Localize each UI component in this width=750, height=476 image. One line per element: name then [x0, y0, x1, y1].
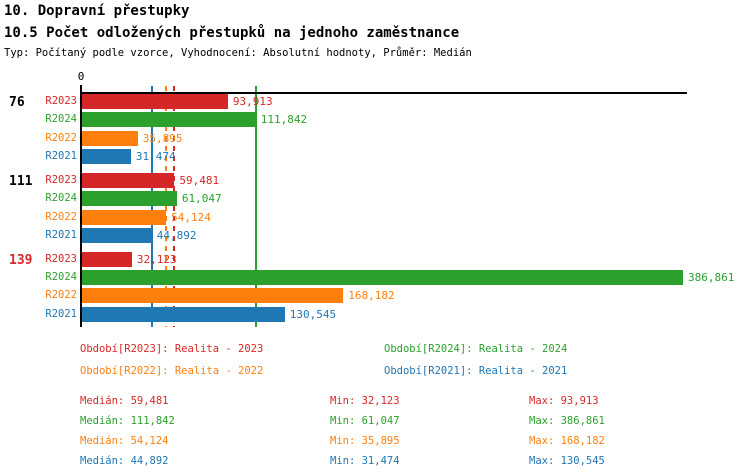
median-line-R2023 — [173, 86, 176, 327]
series-label-R2021: R2021 — [45, 149, 77, 162]
legend-item-R2022: Období[R2022]: Realita - 2022 — [80, 365, 264, 377]
bar-R2021 — [82, 306, 285, 322]
stat-max-R2024: Max: 386,861 — [529, 415, 605, 427]
bar-value-label: 93,913 — [232, 95, 273, 108]
median-line-R2022 — [165, 86, 168, 327]
series-label-R2022: R2022 — [45, 289, 77, 302]
bar-value-label: 59,481 — [179, 173, 220, 187]
series-label-R2023: R2023 — [45, 173, 77, 186]
stat-median-R2023: Medián: 59,481 — [80, 395, 169, 407]
bar-R2022 — [82, 209, 167, 225]
bar-value-label: 111,842 — [260, 113, 308, 127]
bar-value-label: 386,861 — [688, 271, 735, 285]
report-subtitle: 10.5 Počet odložených přestupků na jedno… — [4, 25, 460, 41]
group-label: 111 — [9, 173, 33, 189]
bar-value-label: 32,123 — [136, 252, 177, 266]
legend-item-R2024: Období[R2024]: Realita - 2024 — [384, 343, 568, 355]
legend-item-R2023: Období[R2023]: Realita - 2023 — [80, 343, 264, 355]
group-label: 76 — [9, 95, 25, 110]
bar-R2024 — [82, 270, 683, 286]
bar-value-label: 130,545 — [289, 307, 337, 321]
bar-R2023 — [82, 172, 175, 188]
report-title: 10. Dopravní přestupky — [4, 3, 190, 19]
bar-value-label: 44,892 — [156, 228, 197, 242]
report-meta: Typ: Počítaný podle vzorce, Vyhodnocení:… — [4, 47, 472, 59]
stat-max-R2023: Max: 93,913 — [529, 395, 599, 407]
stat-min-R2022: Min: 35,895 — [330, 435, 400, 447]
series-label-R2021: R2021 — [45, 228, 77, 241]
bar-R2021 — [82, 227, 152, 243]
bar-R2023 — [82, 94, 228, 109]
bar-R2021 — [82, 148, 131, 164]
stat-median-R2021: Medián: 44,892 — [80, 455, 169, 467]
stat-min-R2023: Min: 32,123 — [330, 395, 400, 407]
series-label-R2024: R2024 — [45, 271, 77, 284]
stat-max-R2022: Max: 168,182 — [529, 435, 605, 447]
group-label: 139 — [9, 252, 33, 268]
x-axis-line — [80, 92, 687, 94]
stat-min-R2021: Min: 31,474 — [330, 455, 400, 467]
bar-value-label: 31,474 — [135, 149, 176, 163]
series-label-R2022: R2022 — [45, 210, 77, 223]
stat-median-R2022: Medián: 54,124 — [80, 435, 169, 447]
bar-chart: 0 76 R2023 93,913 R2024 111,842 R2022 35,895 R20… — [9, 70, 735, 327]
stat-max-R2021: Max: 130,545 — [529, 455, 605, 467]
stat-median-R2024: Medián: 111,842 — [80, 415, 175, 427]
median-line-R2024 — [254, 86, 257, 327]
series-label-R2021: R2021 — [45, 307, 77, 320]
median-line-R2021 — [150, 86, 153, 327]
bar-R2022 — [82, 288, 344, 304]
bar-value-label: 168,182 — [348, 289, 395, 303]
series-label-R2023: R2023 — [45, 252, 77, 265]
bar-value-label: 61,047 — [181, 192, 222, 206]
bar-value-label: 54,124 — [171, 210, 211, 224]
series-label-R2022: R2022 — [45, 131, 77, 144]
bar-R2024 — [82, 191, 177, 207]
bar-R2023 — [82, 251, 132, 267]
bar-value-label: 35,895 — [142, 131, 183, 145]
series-label-R2023: R2023 — [45, 95, 77, 107]
series-label-R2024: R2024 — [45, 113, 77, 126]
series-label-R2024: R2024 — [45, 192, 77, 205]
y-axis-line — [80, 85, 82, 327]
bar-R2022 — [82, 130, 138, 146]
axis-zero-label: 0 — [77, 70, 85, 83]
stat-min-R2024: Min: 61,047 — [330, 415, 400, 427]
bar-R2024 — [82, 112, 256, 128]
legend-item-R2021: Období[R2021]: Realita - 2021 — [384, 365, 568, 377]
